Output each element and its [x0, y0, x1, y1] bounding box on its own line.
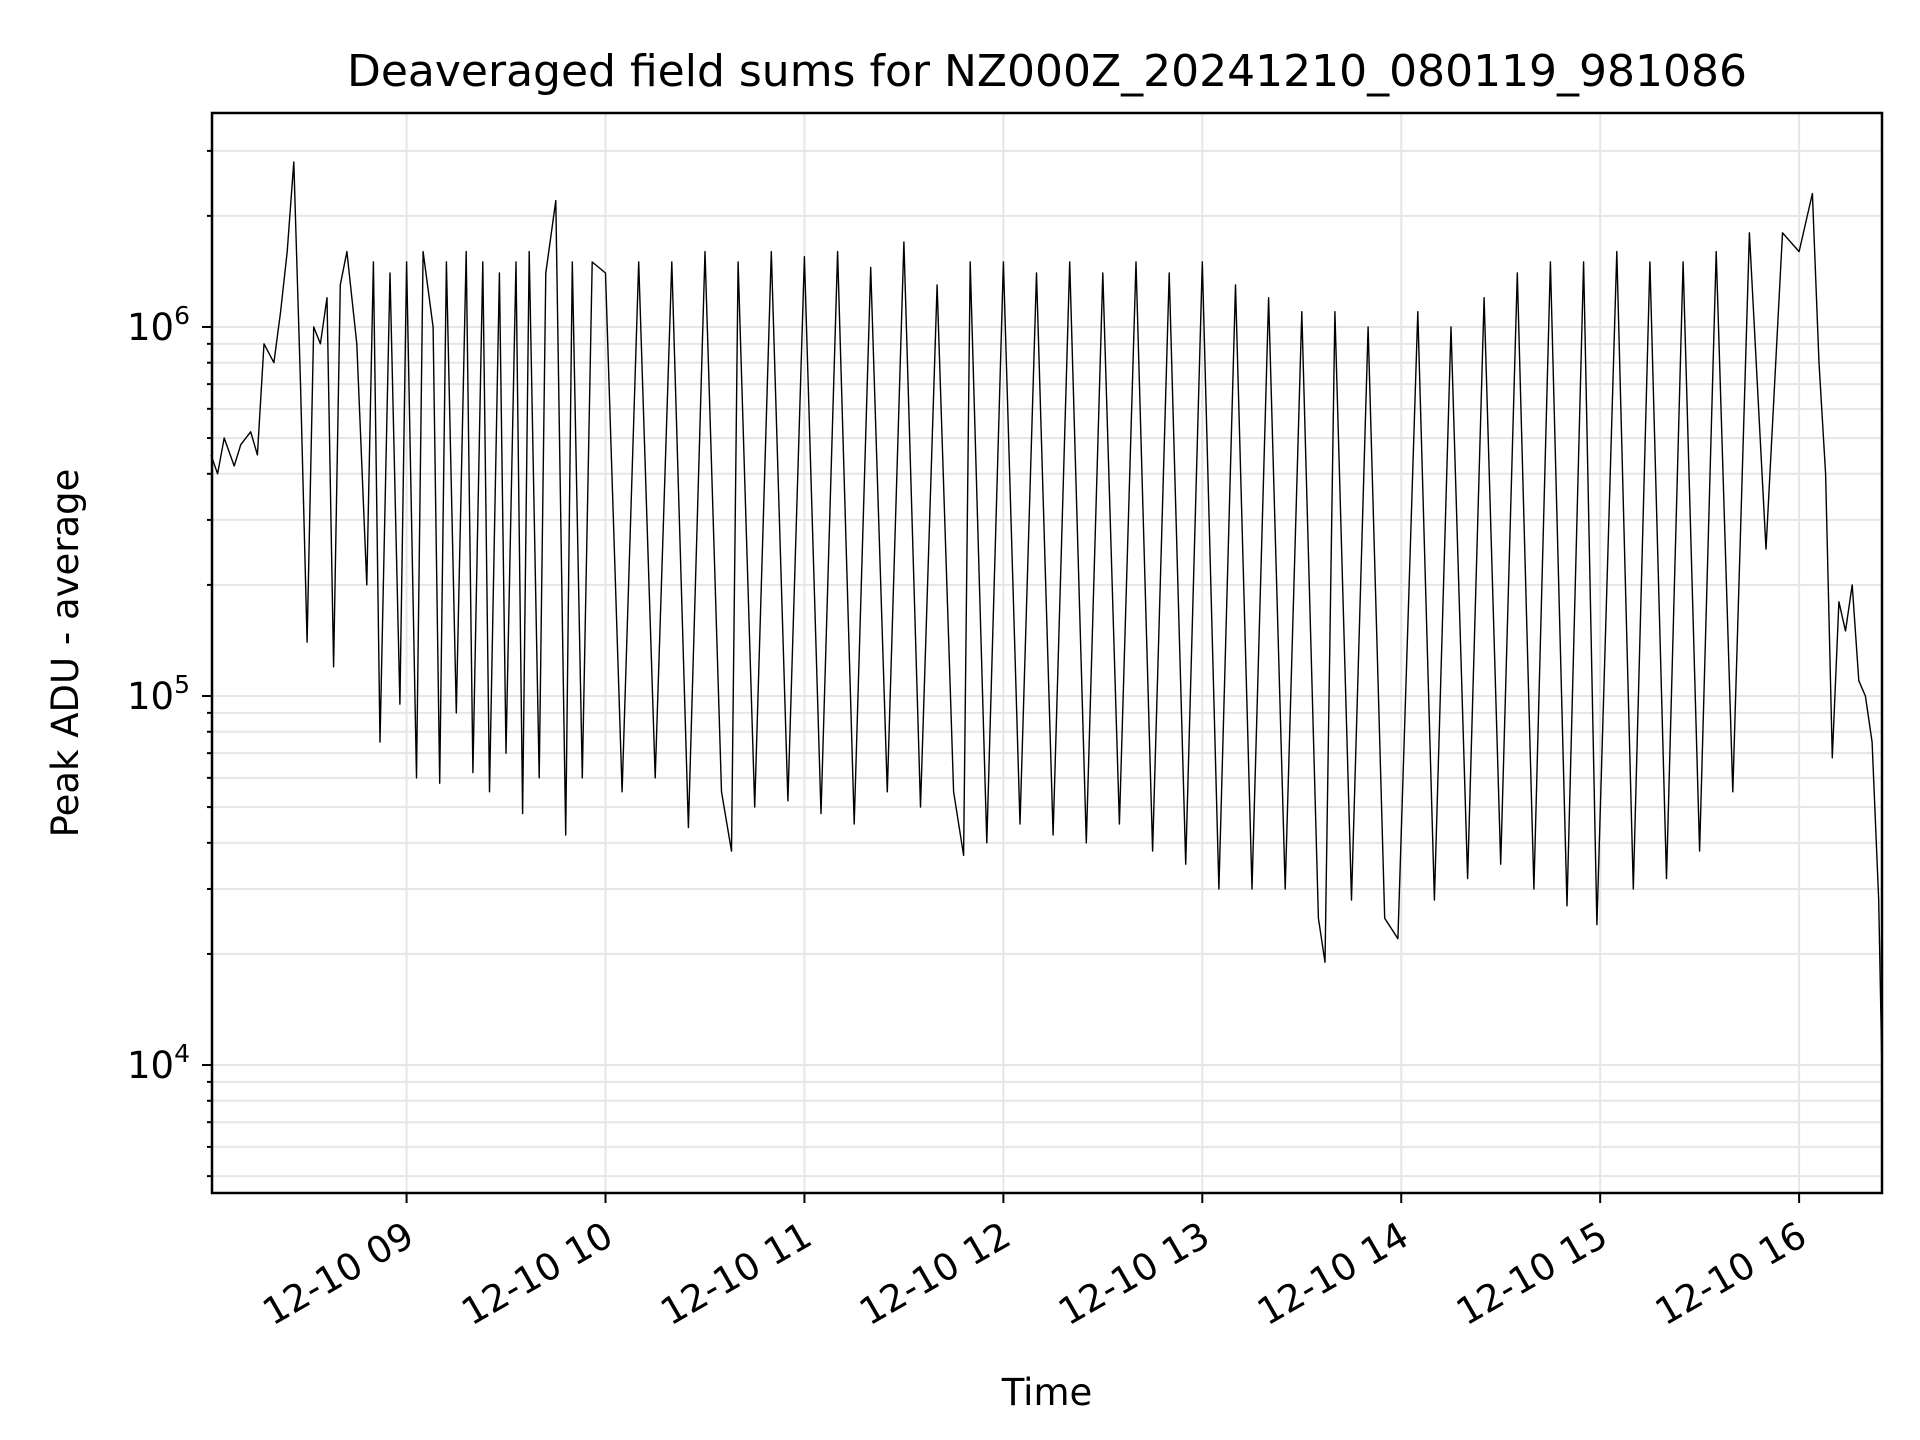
y-tick-label: 105 [127, 670, 190, 718]
plot-frame [210, 111, 1884, 1195]
x-axis-label: Time [1001, 1371, 1093, 1414]
series-line [210, 161, 1883, 1074]
grid-layer [212, 113, 1882, 1193]
chart-title: Deaveraged field sums for NZ000Z_2024121… [347, 46, 1747, 97]
series-layer [210, 161, 1883, 1074]
y-tick-label: 104 [127, 1039, 190, 1087]
y-axis-label: Peak ADU - average [44, 469, 87, 838]
y-tick-label: 106 [127, 301, 190, 349]
